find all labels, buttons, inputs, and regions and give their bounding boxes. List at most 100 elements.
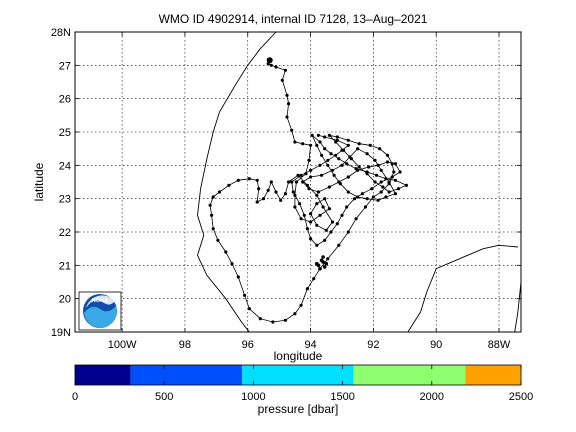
latitude-tick-label: 19N [51,327,71,339]
noaa-logo: NOAA [78,291,122,331]
profile-position-marker [329,152,333,156]
profile-position-marker [280,78,284,82]
profile-position-marker [396,187,401,191]
float-track-layer [208,57,408,324]
profile-position-marker [327,185,331,189]
latitude-tick-label: 21 [59,260,71,272]
profile-position-marker [376,163,380,167]
profile-position-marker [315,193,319,197]
profile-position-marker [293,140,297,144]
profile-position-marker [346,138,350,142]
profile-position-marker [307,187,311,191]
profile-position-marker [293,205,297,209]
profile-position-marker [345,162,349,166]
longitude-tick-label: 88W [488,339,511,351]
profile-position-marker [304,172,308,176]
profile-position-marker [211,227,215,231]
profile-position-marker [294,180,298,184]
profile-position-marker [385,160,390,164]
profile-position-marker [348,155,352,159]
profile-position-marker [279,198,283,202]
profile-position-marker [373,158,377,162]
profile-position-marker [390,162,394,166]
longitude-ticks: 100W 98 96 94 92 90 88W [108,32,511,351]
profile-position-marker [210,213,214,217]
profile-position-marker [247,177,251,181]
profile-position-marker [379,168,383,172]
profile-position-marker [315,143,319,147]
profile-position-marker [393,162,397,166]
latitude-ticks: 19N 20 21 22 23 24 25 26 27 28N [51,27,521,339]
profile-position-marker [283,192,287,196]
profile-position-marker [387,180,391,184]
latitude-tick-label: 27 [59,60,71,72]
profile-position-marker [309,143,313,147]
profile-position-marker [309,212,313,216]
coastline-layer [197,31,522,333]
profile-position-marker [357,165,361,169]
profile-position-marker [258,317,262,321]
colorbar-tick-label: 2000 [420,391,444,403]
longitude-tick-label: 94 [304,339,316,351]
profile-position-marker [247,307,251,311]
profile-position-marker [217,190,222,194]
profile-position-marker [305,287,309,291]
profile-position-marker [379,180,383,184]
profile-position-marker [255,200,259,204]
profile-position-marker [211,195,215,199]
colorbar-frame [74,364,522,386]
profile-position-marker [285,115,289,119]
profile-position-marker [301,180,305,184]
profile-position-marker [335,138,339,142]
profile-position-marker [384,195,388,199]
profile-position-marker [291,190,295,194]
profile-position-marker [326,257,330,261]
profile-position-marker [299,173,303,177]
coastline [197,31,277,333]
profile-position-marker [404,183,408,187]
profile-position-marker [230,262,234,266]
profile-position-marker [309,175,313,179]
svg-text:NOAA: NOAA [92,298,108,304]
profile-position-marker [293,312,297,316]
profile-position-marker [390,175,394,179]
profile-position-marker [334,153,338,157]
colorbar-tick-label: 500 [155,391,173,403]
profile-position-marker [337,180,341,184]
profile-position-marker [385,153,390,157]
profile-position-marker [378,147,382,151]
profile-position-marker [327,207,331,211]
profile-position-marker [302,213,306,217]
profile-position-marker [323,197,327,201]
profile-position-marker [321,255,325,259]
profile-position-marker [299,217,303,221]
profile-position-marker [287,180,291,184]
x-axis-label: longitude [274,349,323,363]
latitude-tick-label: 28N [51,27,71,39]
profile-position-marker [356,168,360,172]
profile-position-marker [371,195,375,199]
profile-position-marker [373,180,377,184]
profile-position-marker [321,205,325,209]
colorbar-tick-label: 2500 [509,391,533,403]
profile-position-marker [398,170,402,174]
profile-position-marker [261,197,266,201]
profile-position-marker [335,135,339,139]
profile-position-marker [357,142,361,146]
latitude-tick-label: 24 [59,160,71,172]
profile-position-marker [360,192,364,196]
profile-position-marker [340,148,344,152]
latitude-tick-label: 23 [59,194,71,206]
profile-position-marker [345,205,349,209]
y-axis-label: latitude [32,162,46,201]
profile-position-marker [368,143,372,147]
profile-position-marker [318,140,322,144]
longitude-tick-label: 96 [242,339,254,351]
longitude-tick-label: 98 [179,339,191,351]
colorbar-segment [242,365,354,385]
profile-position-marker [305,183,309,187]
longitude-tick-label: 92 [367,339,379,351]
latitude-tick-label: 26 [59,94,71,106]
profile-position-marker [309,220,313,224]
